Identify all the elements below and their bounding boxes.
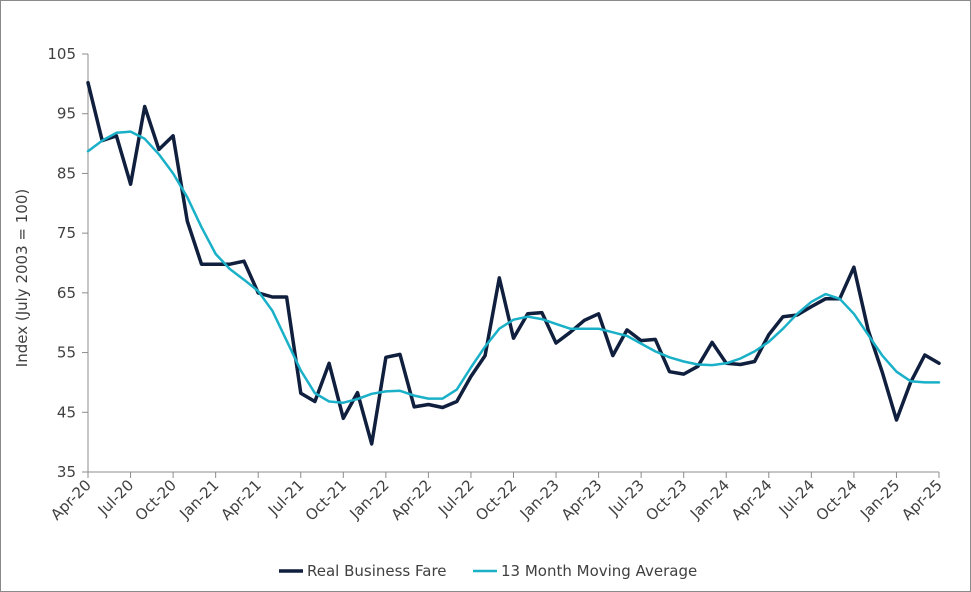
- x-tick-label: Apr-22: [387, 476, 435, 524]
- y-axis-title: Index (July 2003 = 100): [13, 189, 31, 367]
- y-tick-label: 55: [57, 344, 76, 362]
- y-tick-label: 65: [57, 284, 76, 302]
- x-tick-label: Apr-25: [898, 476, 946, 524]
- x-tick-label: Jan-23: [516, 476, 563, 523]
- series-line-moving-average: [86, 130, 941, 404]
- x-tick-label: Apr-20: [47, 476, 95, 524]
- y-tick-label: 85: [57, 164, 76, 182]
- y-tick-label: 35: [57, 463, 76, 481]
- x-tick-label: Jan-21: [175, 476, 222, 523]
- x-tick-label: Apr-23: [558, 476, 606, 524]
- x-tick-label: Apr-24: [728, 476, 776, 524]
- x-tick-label: Apr-21: [217, 476, 265, 524]
- legend-real-business-fare-label: Real Business Fare: [307, 562, 447, 580]
- x-tick-label: Oct-22: [472, 476, 520, 524]
- y-tick-label: 45: [57, 403, 76, 421]
- x-tick-label: Jul-23: [604, 476, 648, 520]
- y-tick-label: 75: [57, 224, 76, 242]
- x-tick-label: Jul-22: [434, 476, 478, 520]
- x-tick-label: Oct-23: [642, 476, 690, 524]
- x-tick-label: Jul-20: [94, 476, 138, 520]
- x-tick-label: Jan-25: [856, 476, 903, 523]
- x-tick-label: Jan-24: [686, 476, 733, 523]
- x-tick-label: Jul-24: [775, 476, 819, 520]
- series-line-real-business-fare: [86, 80, 941, 446]
- y-tick-label: 105: [47, 45, 76, 63]
- x-tick-label: Oct-24: [812, 476, 860, 524]
- x-tick-label: Oct-21: [302, 476, 350, 524]
- x-tick-label: Oct-20: [132, 476, 180, 524]
- y-tick-label: 95: [57, 105, 76, 123]
- x-tick-label: Jul-21: [264, 476, 308, 520]
- legend-moving-average-label: 13 Month Moving Average: [501, 562, 697, 580]
- x-tick-label: Jan-22: [346, 476, 393, 523]
